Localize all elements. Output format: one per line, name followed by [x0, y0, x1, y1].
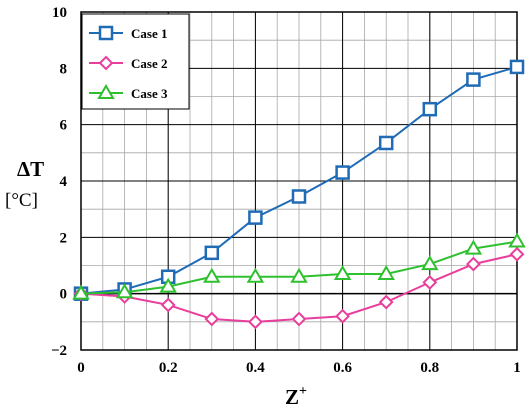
y-tick-label: 0	[60, 287, 68, 303]
legend-label: Case 3	[131, 86, 168, 101]
data-point	[378, 294, 394, 310]
legend: Case 1 Case 2 Case 3	[81, 13, 190, 110]
series-2	[73, 246, 525, 330]
data-point	[159, 277, 177, 293]
data-point	[335, 308, 351, 324]
x-axis-title: Z+	[285, 384, 307, 409]
x-tick-label: 0.2	[159, 360, 178, 376]
plot-frame	[80, 11, 518, 351]
data-point	[247, 314, 263, 330]
data-point	[115, 283, 134, 299]
tick-labels: 0 0.2 0.4 0.6 0.8 1 −2 0 2 4 6 8 10	[51, 5, 521, 376]
axes	[80, 11, 518, 351]
data-point	[248, 210, 263, 225]
x-tick-label: 1	[513, 360, 521, 376]
legend-marker	[98, 55, 114, 71]
y-tick-label: 10	[52, 5, 67, 21]
legend-marker	[98, 25, 114, 41]
legend-label: Case 1	[131, 26, 167, 41]
x-tick-label: 0.4	[246, 360, 265, 376]
data-point	[378, 135, 394, 151]
data-point	[335, 165, 350, 180]
x-axis-title-superscript: +	[299, 384, 307, 399]
data-point	[291, 311, 307, 327]
data-point	[422, 101, 438, 117]
data-point	[290, 267, 308, 283]
data-point	[509, 246, 525, 262]
data-point	[333, 264, 352, 280]
legend-label: Case 2	[131, 56, 167, 71]
x-tick-label: 0.6	[333, 360, 352, 376]
data-point	[465, 256, 481, 272]
data-point	[246, 267, 265, 283]
data-point	[377, 264, 395, 280]
y-tick-label: 4	[60, 174, 68, 190]
x-tick-label: 0.8	[420, 360, 439, 376]
y-tick-label: 6	[60, 118, 68, 134]
y-tick-label: 8	[60, 61, 68, 77]
data-point	[204, 245, 220, 261]
legend-marker	[97, 84, 115, 99]
data-point	[204, 311, 220, 327]
y-tick-label: 2	[60, 230, 68, 246]
series-3	[72, 232, 526, 300]
y-axis-unit: [°C]	[5, 190, 38, 211]
data-point	[464, 239, 483, 255]
data-series	[72, 59, 526, 330]
legend-item: Case 2	[89, 55, 167, 71]
data-point	[72, 284, 90, 300]
y-tick-label: −2	[51, 343, 67, 359]
x-tick-label: 0	[77, 360, 85, 376]
data-point	[291, 189, 307, 204]
data-point	[509, 59, 525, 75]
data-point	[422, 274, 438, 290]
data-point	[508, 232, 526, 248]
y-axis-title: ΔT	[17, 157, 44, 181]
data-point	[466, 72, 481, 87]
data-point	[160, 297, 176, 313]
x-axis-title-main: Z	[285, 385, 299, 409]
legend-item: Case 3	[89, 84, 168, 101]
legend-item: Case 1	[89, 25, 167, 41]
data-point	[203, 267, 221, 283]
data-point	[421, 255, 439, 271]
